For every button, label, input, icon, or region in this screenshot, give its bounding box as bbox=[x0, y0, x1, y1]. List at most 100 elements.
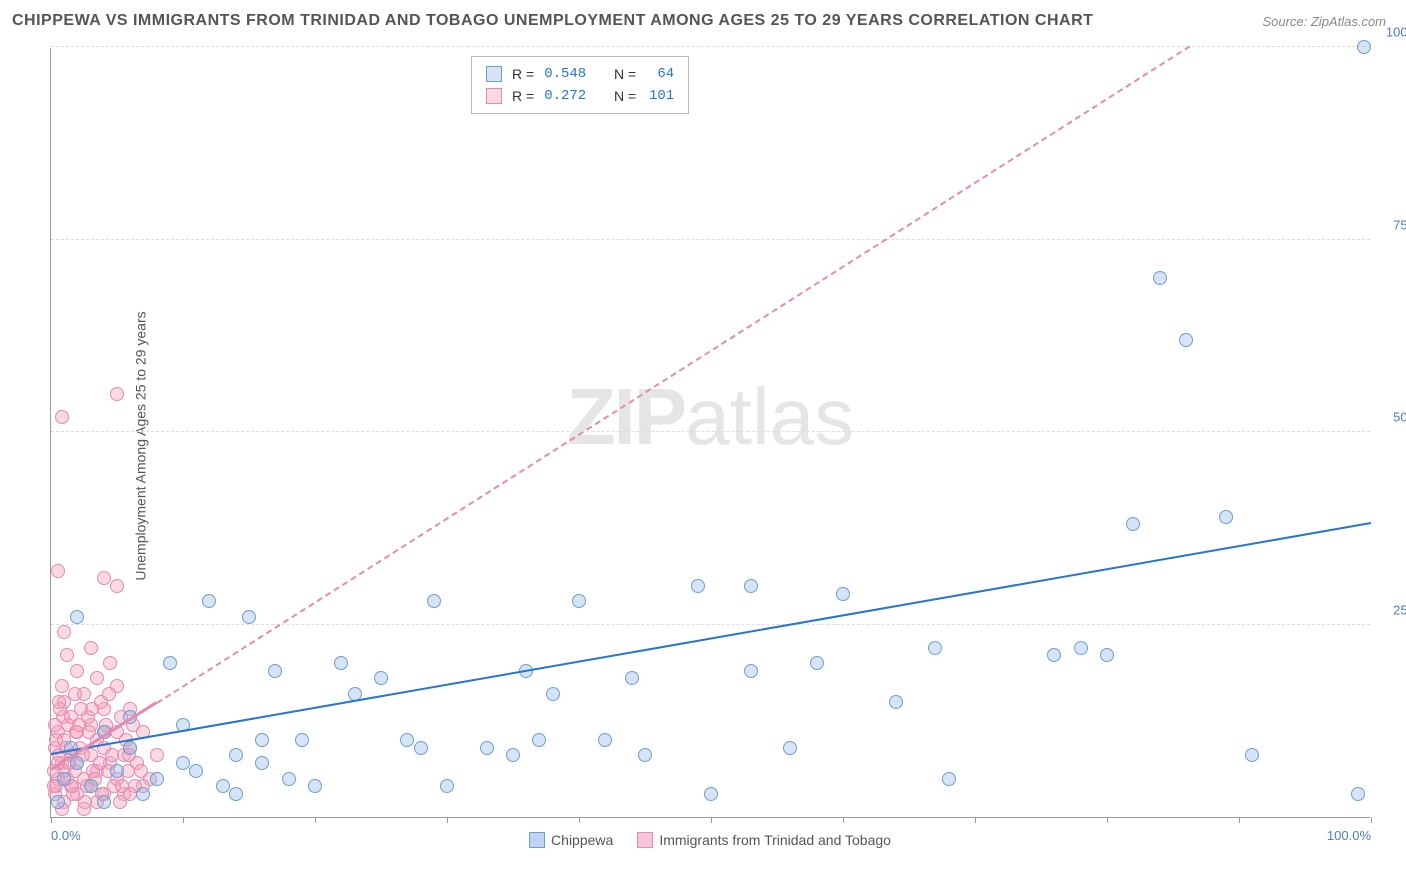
data-point bbox=[546, 687, 560, 701]
data-point bbox=[532, 733, 546, 747]
legend-label: Immigrants from Trinidad and Tobago bbox=[659, 832, 891, 848]
y-tick-label: 50.0% bbox=[1375, 410, 1406, 425]
data-point bbox=[414, 741, 428, 755]
data-point bbox=[506, 748, 520, 762]
stats-row: R = 0.272 N = 101 bbox=[486, 85, 674, 107]
data-point bbox=[783, 741, 797, 755]
y-tick-label: 75.0% bbox=[1375, 217, 1406, 232]
data-point bbox=[202, 594, 216, 608]
x-tick bbox=[183, 817, 184, 823]
data-point bbox=[242, 610, 256, 624]
y-tick-label: 25.0% bbox=[1375, 602, 1406, 617]
data-point bbox=[889, 695, 903, 709]
watermark: ZIPatlas bbox=[567, 371, 854, 463]
data-point bbox=[1351, 787, 1365, 801]
data-point bbox=[57, 625, 71, 639]
stats-legend: R =0.548 N =64R = 0.272 N = 101 bbox=[471, 56, 689, 114]
data-point bbox=[123, 741, 137, 755]
data-point bbox=[638, 748, 652, 762]
data-point bbox=[1047, 648, 1061, 662]
y-tick-label: 100.0% bbox=[1375, 25, 1406, 40]
data-point bbox=[102, 687, 116, 701]
data-point bbox=[85, 702, 99, 716]
data-point bbox=[176, 756, 190, 770]
data-point bbox=[70, 610, 84, 624]
gridline bbox=[51, 239, 1370, 240]
data-point bbox=[90, 671, 104, 685]
n-label: N = bbox=[614, 85, 636, 107]
data-point bbox=[1074, 641, 1088, 655]
regression-line-dashed bbox=[156, 45, 1190, 703]
bottom-legend: Chippewa Immigrants from Trinidad and Tob… bbox=[529, 832, 891, 848]
data-point bbox=[691, 579, 705, 593]
data-point bbox=[134, 764, 148, 778]
data-point bbox=[480, 741, 494, 755]
data-point bbox=[625, 671, 639, 685]
data-point bbox=[229, 748, 243, 762]
data-point bbox=[282, 772, 296, 786]
data-point bbox=[105, 748, 119, 762]
data-point bbox=[136, 787, 150, 801]
legend-swatch bbox=[637, 832, 653, 848]
chart-area: ZIPatlas R =0.548 N =64R =0.272 N =101 2… bbox=[50, 48, 1370, 818]
r-label: R = bbox=[512, 85, 534, 107]
data-point bbox=[163, 656, 177, 670]
regression-line bbox=[51, 522, 1371, 755]
source-label: Source: ZipAtlas.com bbox=[1262, 14, 1386, 29]
data-point bbox=[84, 641, 98, 655]
chart-title: CHIPPEWA VS IMMIGRANTS FROM TRINIDAD AND… bbox=[12, 12, 1093, 30]
data-point bbox=[110, 579, 124, 593]
x-tick bbox=[579, 817, 580, 823]
data-point bbox=[1126, 517, 1140, 531]
x-tick bbox=[447, 817, 448, 823]
data-point bbox=[70, 664, 84, 678]
data-point bbox=[48, 718, 62, 732]
legend-swatch bbox=[486, 88, 502, 104]
data-point bbox=[51, 795, 65, 809]
data-point bbox=[427, 594, 441, 608]
data-point bbox=[70, 756, 84, 770]
data-point bbox=[744, 579, 758, 593]
x-tick-label: 0.0% bbox=[51, 828, 81, 843]
data-point bbox=[1219, 510, 1233, 524]
data-point bbox=[1100, 648, 1114, 662]
data-point bbox=[216, 779, 230, 793]
x-tick bbox=[51, 817, 52, 823]
x-tick-label: 100.0% bbox=[1327, 828, 1371, 843]
data-point bbox=[1153, 271, 1167, 285]
data-point bbox=[572, 594, 586, 608]
n-value: 101 bbox=[646, 85, 674, 107]
data-point bbox=[440, 779, 454, 793]
r-value: 0.548 bbox=[544, 63, 586, 85]
data-point bbox=[150, 748, 164, 762]
data-point bbox=[55, 679, 69, 693]
data-point bbox=[57, 772, 71, 786]
data-point bbox=[928, 641, 942, 655]
legend-item: Chippewa bbox=[529, 832, 613, 848]
legend-label: Chippewa bbox=[551, 832, 613, 848]
data-point bbox=[150, 772, 164, 786]
stats-row: R =0.548 N =64 bbox=[486, 63, 674, 85]
data-point bbox=[744, 664, 758, 678]
data-point bbox=[255, 733, 269, 747]
data-point bbox=[810, 656, 824, 670]
data-point bbox=[60, 648, 74, 662]
data-point bbox=[123, 787, 137, 801]
data-point bbox=[78, 795, 92, 809]
data-point bbox=[51, 564, 65, 578]
data-point bbox=[68, 687, 82, 701]
data-point bbox=[229, 787, 243, 801]
data-point bbox=[334, 656, 348, 670]
data-point bbox=[268, 664, 282, 678]
gridline bbox=[51, 46, 1370, 47]
data-point bbox=[72, 718, 86, 732]
data-point bbox=[55, 410, 69, 424]
r-value: 0.272 bbox=[544, 85, 586, 107]
data-point bbox=[52, 695, 66, 709]
data-point bbox=[189, 764, 203, 778]
legend-item: Immigrants from Trinidad and Tobago bbox=[637, 832, 891, 848]
x-tick bbox=[1239, 817, 1240, 823]
n-label: N = bbox=[614, 63, 636, 85]
data-point bbox=[110, 387, 124, 401]
x-tick bbox=[1107, 817, 1108, 823]
